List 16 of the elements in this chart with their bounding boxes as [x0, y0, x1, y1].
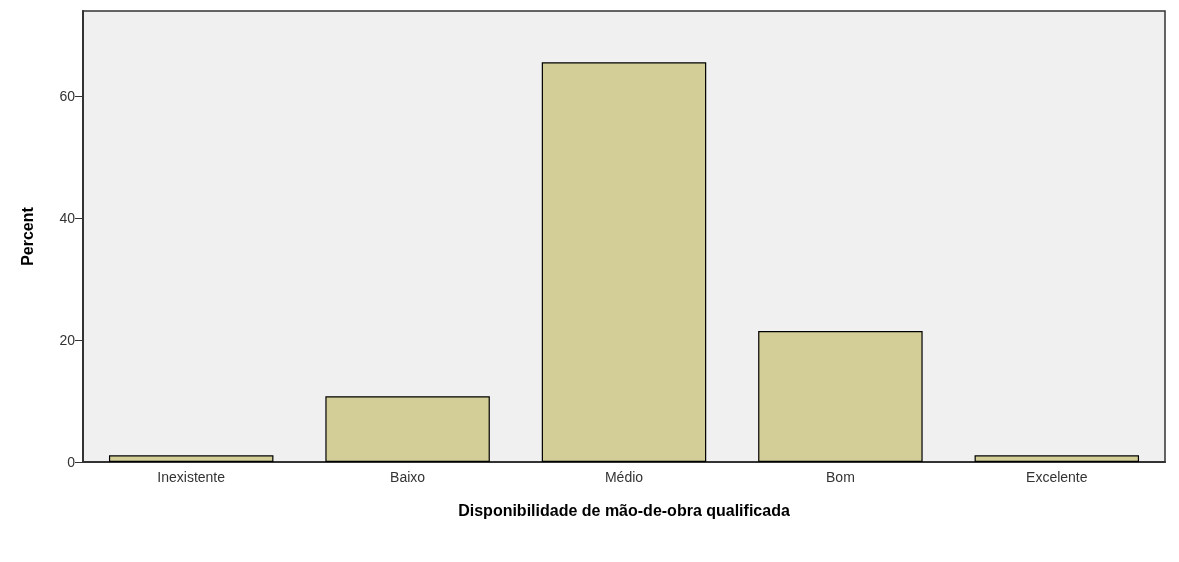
bar — [758, 330, 923, 462]
x-tick-label: Bom — [826, 469, 855, 485]
y-tick-label: 60 — [59, 88, 76, 105]
y-tick-label: 20 — [59, 332, 76, 349]
bar — [108, 455, 274, 462]
x-tick-label: Excelente — [1026, 469, 1088, 485]
y-tick-label: 40 — [59, 210, 76, 227]
y-axis-title: Percent — [18, 206, 36, 266]
x-tick-label: Médio — [604, 469, 644, 485]
x-tick-label: Baixo — [390, 469, 426, 485]
x-axis-title: Disponibilidade de mão-de-obra qualificada — [458, 501, 790, 519]
bar — [325, 396, 490, 462]
bar — [974, 455, 1140, 462]
y-tick-label: 0 — [67, 454, 76, 470]
bar — [541, 62, 707, 462]
x-tick-label: Inexistente — [157, 469, 226, 485]
